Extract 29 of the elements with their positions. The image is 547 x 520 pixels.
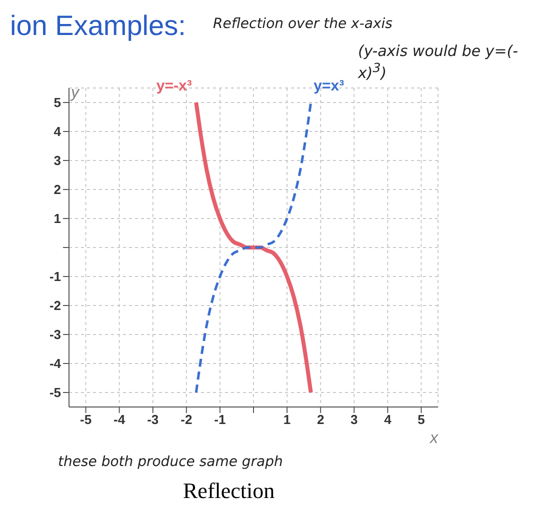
y-tick-label: 5 (54, 95, 61, 110)
y-tick-label: -5 (49, 385, 61, 400)
series-label: y=x³ (314, 78, 344, 94)
x-tick-label: -5 (80, 412, 92, 428)
y-tick-label: 2 (54, 182, 61, 198)
y-tick-label: 4 (54, 124, 62, 140)
x-tick-label: -4 (114, 412, 126, 428)
x-tick-label: -3 (147, 412, 159, 428)
chart-title: ion Examples: (10, 10, 186, 42)
x-tick-label: -2 (180, 412, 192, 428)
text: Reflection over the x-axis (213, 16, 392, 32)
series-label: y=-x³ (156, 78, 192, 94)
y-tick-label: -3 (49, 327, 61, 342)
text: Reflection (183, 478, 275, 503)
y-axis-title: y (70, 84, 80, 102)
text: these both produce same graph (58, 454, 283, 470)
y-tick-label: -2 (49, 298, 61, 314)
y-tick-label: -4 (49, 356, 62, 372)
x-tick-label: 2 (316, 412, 324, 428)
y-tick-label: -1 (49, 269, 61, 284)
x-tick-label: 3 (350, 412, 358, 428)
x-tick-label: -1 (214, 412, 226, 428)
y-tick-label: 1 (54, 211, 61, 226)
x-tick-label: 1 (283, 412, 291, 428)
x-tick-label: 4 (384, 412, 392, 428)
x-tick-label: 5 (418, 412, 425, 428)
text: (y-axis would be y=(-x)$^{3}$) (358, 42, 518, 82)
y-tick-label: 3 (54, 153, 61, 168)
x-axis-title: x (429, 430, 439, 447)
